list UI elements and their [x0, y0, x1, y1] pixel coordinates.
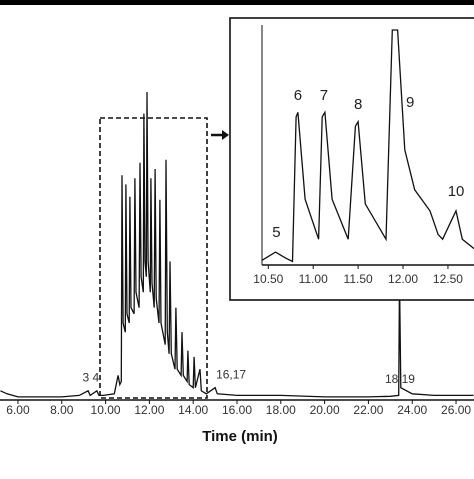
trace: [261, 29, 474, 263]
chart-panel: 10.50 11.00 11.50 12.00 12.50 5 6 7 8 9 10: [229, 17, 474, 301]
peak-label: 5: [272, 224, 280, 241]
x-tick-label: 12.00: [134, 403, 164, 417]
x-tick-label: 11.50: [344, 272, 373, 286]
peak-label: 8: [354, 96, 362, 113]
x-tick-label: 10.50: [253, 272, 283, 286]
top-border: [0, 0, 474, 5]
arrow: [211, 130, 229, 140]
x-tick-label: 14.00: [178, 403, 208, 417]
peak-label: 7: [320, 87, 328, 104]
x-tick-label: 12.50: [433, 272, 463, 286]
x-tick-label: 8.00: [50, 403, 74, 417]
peak-label: 10: [448, 183, 465, 200]
zoom-box: [99, 117, 208, 399]
x-tick-label: 12.00: [388, 272, 418, 286]
x-tick-label: 22.00: [353, 403, 383, 417]
x-tick-label: 11.00: [299, 272, 328, 286]
x-tick-label: 18.00: [266, 403, 296, 417]
x-axis-title: Time (min): [202, 428, 278, 445]
inset-frame: [229, 17, 474, 301]
peak-label: 18 19: [385, 372, 415, 386]
x-tick-label: 24.00: [397, 403, 427, 417]
peak-label: 6: [294, 87, 302, 104]
trace: [0, 91, 474, 398]
x-tick-label: 16.00: [222, 403, 252, 417]
x-tick-label: 10.00: [91, 403, 121, 417]
peak-label: 16,17: [216, 368, 246, 382]
x-tick-label: 20.00: [310, 403, 340, 417]
chart-panel: 6.00 8.00 10.00 12.00 14.00 16.00 18.00 20.00 22…: [0, 91, 474, 445]
x-tick-label: 6.00: [6, 403, 30, 417]
peak-label: 9: [406, 94, 414, 111]
x-tick-label: 26.00: [441, 403, 471, 417]
peak-label: 3 4: [83, 371, 100, 385]
